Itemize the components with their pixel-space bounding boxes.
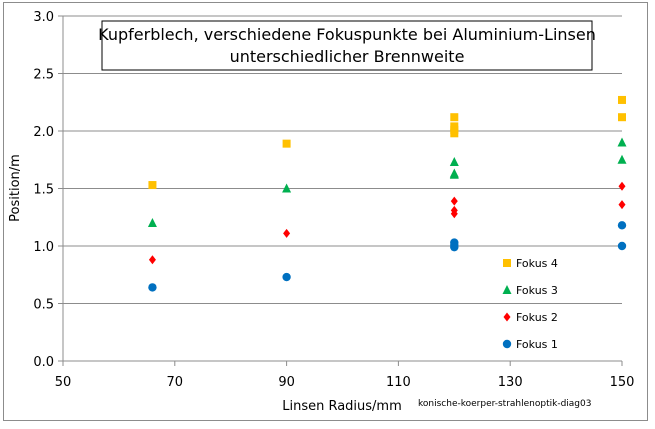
y-tick-label: 1.0 <box>33 240 54 255</box>
data-point <box>618 95 626 104</box>
y-tick-label: 1.5 <box>33 183 54 198</box>
data-point <box>617 241 627 251</box>
y-tick-label: 0.0 <box>33 355 54 370</box>
x-tick-label: 70 <box>167 375 184 390</box>
series-3 <box>148 181 626 265</box>
x-tick-label: 150 <box>610 375 635 390</box>
y-tick-label: 0.5 <box>33 298 54 313</box>
data-point <box>450 129 459 138</box>
data-point <box>450 242 459 252</box>
legend-marker <box>503 259 511 267</box>
data-points <box>147 95 627 292</box>
data-point <box>450 196 458 206</box>
data-point <box>148 181 157 190</box>
y-tick-label: 2.0 <box>33 125 54 140</box>
legend-marker <box>502 339 512 349</box>
y-tick-label: 2.5 <box>33 68 54 83</box>
legend-label: Fokus 4 <box>516 257 558 270</box>
chart-title: Kupferblech, verschiedene Fokuspunkte be… <box>98 20 596 71</box>
legend-label: Fokus 3 <box>516 284 558 297</box>
data-point <box>617 154 627 164</box>
data-point <box>449 157 459 167</box>
axes <box>58 15 623 366</box>
legend-label: Fokus 1 <box>516 338 558 351</box>
data-point <box>450 113 459 122</box>
title-line-1: Kupferblech, verschiedene Fokuspunkte be… <box>98 25 596 44</box>
legend-marker <box>503 312 511 322</box>
data-point <box>618 181 626 191</box>
x-tick-label: 130 <box>498 375 523 390</box>
y-tick-label: 3.0 <box>33 10 54 25</box>
data-point <box>618 113 626 122</box>
y-axis-label: Position/m <box>8 154 23 222</box>
footnote: konische-koerper-strahlenoptik-diag03 <box>418 399 591 409</box>
x-tick-label: 50 <box>55 375 72 390</box>
chart-frame <box>3 2 648 421</box>
data-point <box>282 272 291 282</box>
data-point <box>147 218 157 227</box>
x-tick-label: 110 <box>386 375 411 390</box>
legend-item: Fokus 3 <box>502 284 558 297</box>
data-point <box>618 200 626 210</box>
data-point <box>282 183 292 193</box>
series-1 <box>148 95 626 190</box>
tick-labels: 0.0 0.5 1.0 1.5 2.0 2.5 3.0 50 70 90 110 130 150 <box>33 10 634 390</box>
data-point <box>617 221 627 230</box>
x-axis-label: Linsen Radius/mm <box>282 399 402 414</box>
data-point <box>617 137 627 147</box>
data-point <box>148 283 157 292</box>
series-4 <box>148 221 627 292</box>
legend-label: Fokus 2 <box>516 311 558 324</box>
legend-item: Fokus 2 <box>503 311 558 324</box>
title-line-2: unterschiedlicher Brennweite <box>230 47 465 66</box>
legend: Fokus 4 Fokus 3 Fokus 2 Fokus 1 <box>502 257 558 351</box>
data-point <box>450 209 458 219</box>
series-2 <box>147 137 627 227</box>
data-point <box>282 139 291 148</box>
legend-item: Fokus 1 <box>502 338 558 351</box>
legend-item: Fokus 4 <box>503 257 558 270</box>
data-point <box>148 255 156 265</box>
data-point <box>449 169 459 179</box>
data-point <box>283 228 291 238</box>
x-tick-label: 90 <box>278 375 295 390</box>
legend-marker <box>502 285 512 294</box>
